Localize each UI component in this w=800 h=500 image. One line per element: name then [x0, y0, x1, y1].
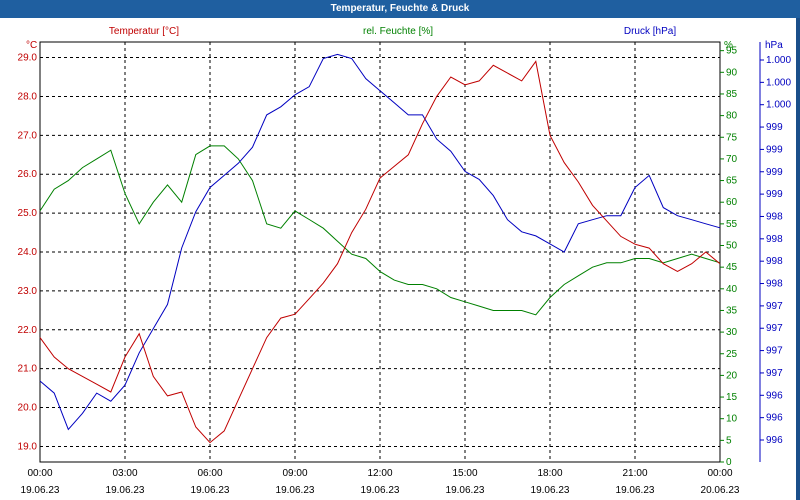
temperature-tick-label: 29.0: [18, 53, 38, 64]
x-tick-date: 19.06.23: [531, 485, 570, 496]
pressure-tick-label: 999: [766, 122, 783, 133]
x-tick-date: 19.06.23: [361, 485, 400, 496]
x-tick-time: 00:00: [27, 468, 52, 479]
humidity-tick-label: 35: [726, 305, 738, 316]
pressure-tick-label: 999: [766, 144, 783, 155]
temperature-tick-label: 19.0: [18, 441, 38, 452]
humidity-tick-label: 0: [726, 457, 732, 468]
pressure-tick-label: 1.000: [766, 100, 791, 111]
pressure-tick-label: 998: [766, 256, 783, 267]
temperature-axis-label: Temperatur [°C]: [109, 26, 179, 37]
chart-background: [0, 18, 800, 500]
temperature-tick-label: 21.0: [18, 364, 38, 375]
pressure-tick-label: 996: [766, 390, 783, 401]
grid: [39, 41, 721, 463]
pressure-tick-label: 1.000: [766, 55, 791, 66]
x-tick-time: 06:00: [197, 468, 222, 479]
pressure-tick-label: 1.000: [766, 77, 791, 88]
pressure-tick-label: 999: [766, 167, 783, 178]
pressure-tick-label: 999: [766, 189, 783, 200]
temperature-tick-label: 23.0: [18, 286, 38, 297]
humidity-tick-label: 15: [726, 392, 738, 403]
right-frame: [796, 18, 800, 500]
x-tick-time: 12:00: [367, 468, 392, 479]
x-axis-ticks: 00:00 19.06.23 03:00 19.06.23 06:00 19.06.23 0…: [21, 468, 740, 496]
humidity-tick-label: 60: [726, 197, 738, 208]
chart-canvas: Temperatur [°C] rel. Feuchte [%] Druck […: [0, 18, 800, 500]
humidity-tick-label: 70: [726, 154, 738, 165]
humidity-tick-label: 95: [726, 46, 738, 57]
x-tick-date: 19.06.23: [21, 485, 60, 496]
x-tick-date: 19.06.23: [276, 485, 315, 496]
humidity-tick-label: 65: [726, 176, 738, 187]
pressure-axis-label: Druck [hPa]: [624, 26, 676, 37]
pressure-tick-label: 996: [766, 413, 783, 424]
pressure-tick-label: 997: [766, 368, 783, 379]
x-tick-date: 20.06.23: [701, 485, 740, 496]
humidity-tick-label: 50: [726, 241, 738, 252]
x-tick-date: 19.06.23: [191, 485, 230, 496]
pressure-tick-label: 997: [766, 346, 783, 357]
humidity-tick-label: 55: [726, 219, 738, 230]
pressure-tick-label: 997: [766, 301, 783, 312]
x-tick-time: 18:00: [537, 468, 562, 479]
humidity-unit-label: %: [724, 40, 733, 51]
humidity-tick-label: 20: [726, 370, 738, 381]
temperature-tick-label: 27.0: [18, 130, 38, 141]
humidity-tick-label: 10: [726, 414, 738, 425]
x-tick-time: 03:00: [112, 468, 137, 479]
x-tick-time: 15:00: [452, 468, 477, 479]
x-tick-time: 00:00: [707, 468, 732, 479]
humidity-tick-label: 85: [726, 89, 738, 100]
humidity-tick-label: 30: [726, 327, 738, 338]
pressure-tick-label: 998: [766, 234, 783, 245]
temperature-unit-label: °C: [26, 40, 37, 51]
series-group: [39, 53, 721, 444]
pressure-line: [39, 53, 721, 431]
humidity-tick-label: 90: [726, 67, 738, 78]
humidity-tick-label: 45: [726, 262, 738, 273]
pressure-tick-label: 998: [766, 211, 783, 222]
temperature-ticks: 19.0 20.0 21.0 22.0 23.0 24.0 25.0 26.0 27.0 28.0…: [18, 53, 38, 453]
humidity-line: [39, 145, 721, 316]
temperature-tick-label: 26.0: [18, 169, 38, 180]
x-tick-date: 19.06.23: [446, 485, 485, 496]
x-tick-date: 19.06.23: [106, 485, 145, 496]
x-tick-date: 19.06.23: [616, 485, 655, 496]
temperature-tick-label: 28.0: [18, 91, 38, 102]
humidity-tick-label: 75: [726, 132, 738, 143]
humidity-tick-label: 80: [726, 111, 738, 122]
temperature-tick-label: 20.0: [18, 403, 38, 414]
temperature-line: [39, 60, 721, 444]
pressure-tick-label: 998: [766, 279, 783, 290]
humidity-ticks: 0 5 10 15 20 25 30 35 40 45 50 55 60 65 70 75 80 85 90 95: [720, 46, 738, 468]
humidity-axis-label: rel. Feuchte [%]: [363, 26, 433, 37]
humidity-tick-label: 25: [726, 349, 738, 360]
pressure-unit-label: hPa: [765, 40, 783, 51]
temperature-tick-label: 25.0: [18, 208, 38, 219]
pressure-tick-label: 996: [766, 435, 783, 446]
pressure-ticks: 996 996 996 997 997 997 997 998 998 998 998 999 999 9…: [759, 42, 791, 462]
humidity-tick-label: 40: [726, 284, 738, 295]
x-tick-time: 21:00: [622, 468, 647, 479]
humidity-tick-label: 5: [726, 435, 732, 446]
temperature-tick-label: 24.0: [18, 247, 38, 258]
pressure-tick-label: 997: [766, 323, 783, 334]
temperature-tick-label: 22.0: [18, 325, 38, 336]
x-tick-time: 09:00: [282, 468, 307, 479]
chart-title: Temperatur, Feuchte & Druck: [0, 0, 800, 18]
